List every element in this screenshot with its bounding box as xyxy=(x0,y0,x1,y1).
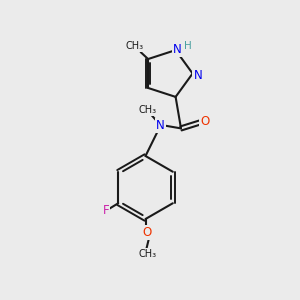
Text: O: O xyxy=(142,226,151,239)
Text: F: F xyxy=(102,204,109,217)
Text: CH₃: CH₃ xyxy=(138,249,156,259)
Text: CH₃: CH₃ xyxy=(125,41,144,51)
Text: N: N xyxy=(194,69,202,82)
Text: O: O xyxy=(200,115,210,128)
Text: CH₃: CH₃ xyxy=(138,105,156,115)
Text: N: N xyxy=(173,43,182,56)
Text: N: N xyxy=(156,119,165,132)
Text: H: H xyxy=(184,40,192,51)
